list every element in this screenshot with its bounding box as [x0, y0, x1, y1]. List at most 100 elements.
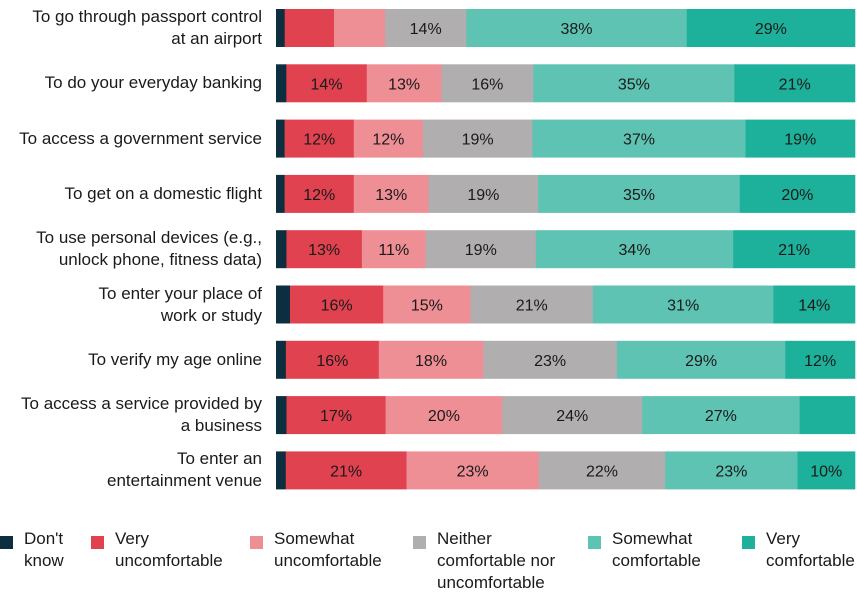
- bar-segment: [276, 119, 285, 158]
- data-label: 13%: [388, 76, 420, 93]
- data-label: 21%: [330, 463, 362, 480]
- legend-label: Very uncomfortable: [115, 529, 223, 570]
- bar-segment: [422, 119, 533, 158]
- bar-segment: [406, 451, 540, 490]
- data-label: 38%: [561, 21, 593, 38]
- data-label: 27%: [705, 408, 737, 425]
- bar-segment: [665, 451, 798, 490]
- bar-segment: [276, 340, 287, 379]
- legend-swatch: [91, 536, 104, 549]
- data-label: 12%: [372, 132, 404, 149]
- category-label: To enter your place of work or study: [98, 283, 262, 325]
- bar-segment: [276, 396, 287, 435]
- legend-label: Very comfortable: [766, 529, 855, 570]
- data-label: 19%: [467, 187, 499, 204]
- legend-swatch: [742, 536, 755, 549]
- bar-segment: [502, 396, 643, 435]
- data-label: 29%: [755, 21, 787, 38]
- bar-segment: [532, 119, 746, 158]
- bar-segment: [286, 396, 386, 435]
- bar-segment: [284, 9, 335, 47]
- data-label: 23%: [715, 463, 747, 480]
- data-label: 12%: [804, 353, 836, 370]
- category-label: To access a government service: [19, 128, 262, 148]
- data-label: 16%: [316, 353, 348, 370]
- bar-segment: [385, 396, 503, 435]
- data-label: 22%: [586, 463, 618, 480]
- bar-segment: [441, 64, 534, 103]
- data-label: 17%: [320, 408, 352, 425]
- legend-label: Somewhat comfortable: [612, 529, 701, 570]
- bar-segment: [592, 285, 774, 324]
- legend-label: Neither comfortable nor uncomfortable: [437, 529, 556, 592]
- bar-segment: [276, 230, 287, 269]
- bar-segment: [366, 64, 442, 103]
- data-label: 14%: [311, 76, 343, 93]
- bar-segment: [739, 174, 856, 213]
- data-label: 20%: [428, 408, 460, 425]
- data-label: 12%: [303, 187, 335, 204]
- legend-swatch: [588, 536, 601, 549]
- bar-segment: [353, 119, 424, 158]
- category-label: To use personal devices (e.g., unlock pho…: [36, 228, 262, 270]
- bar-segment: [538, 174, 741, 213]
- bar-segment: [385, 9, 467, 47]
- bar-segment: [797, 451, 856, 490]
- data-label: 23%: [457, 463, 489, 480]
- category-label: To go through passport control at an airp…: [32, 7, 262, 48]
- data-label: 37%: [623, 132, 655, 149]
- bar-segment: [285, 340, 380, 379]
- bar-segment: [284, 174, 355, 213]
- bar-segment: [734, 64, 856, 103]
- data-label: 13%: [308, 242, 340, 259]
- bar-segment: [470, 285, 594, 324]
- bar-segment: [286, 64, 368, 103]
- legend-swatch: [413, 536, 426, 549]
- category-label: To verify my age online: [88, 349, 262, 369]
- bar-segment: [483, 340, 618, 379]
- bar-segment: [383, 285, 471, 324]
- bar-segment: [773, 285, 856, 324]
- data-label: 35%: [618, 76, 650, 93]
- data-label: 21%: [779, 76, 811, 93]
- data-label: 13%: [375, 187, 407, 204]
- bar-segment: [286, 230, 363, 269]
- bar-segment: [285, 451, 407, 490]
- legend-swatch: [250, 536, 263, 549]
- bars-area: 14% 38% 29% 14% 13% 16% 35% 21% 12% 12% 19% 37% 19% 1…: [276, 9, 856, 490]
- data-label: 14%: [410, 21, 442, 38]
- category-label: To get on a domestic flight: [64, 183, 262, 203]
- data-label: 14%: [798, 298, 830, 315]
- category-label: To do your everyday banking: [44, 73, 262, 93]
- bar-segment: [284, 119, 355, 158]
- bar-segment: [289, 285, 384, 324]
- bar-segment: [378, 340, 484, 379]
- data-label: 19%: [784, 132, 816, 149]
- category-label: To enter an entertainment venue: [107, 449, 262, 491]
- data-label: 11%: [378, 242, 409, 259]
- data-label: 19%: [465, 242, 497, 259]
- data-label: 16%: [471, 76, 503, 93]
- legend-label: Somewhat uncomfortable: [274, 529, 382, 570]
- data-label: 23%: [534, 353, 566, 370]
- bar-segment: [276, 9, 285, 47]
- data-label: 16%: [321, 298, 353, 315]
- bar-segment: [533, 64, 735, 103]
- data-label: 18%: [415, 353, 447, 370]
- data-label: 34%: [619, 242, 651, 259]
- bar-segment: [334, 9, 386, 47]
- bar-segment: [276, 174, 285, 213]
- bar-segment: [361, 230, 426, 269]
- bar-segment: [535, 230, 734, 269]
- category-label: To access a service provided by a busines…: [21, 394, 262, 436]
- data-label: 35%: [623, 187, 655, 204]
- legend-label: Don't know: [24, 529, 64, 570]
- data-label: 24%: [556, 408, 588, 425]
- data-label: 31%: [667, 298, 699, 315]
- bar-segment: [428, 174, 539, 213]
- legend-swatch: [0, 536, 13, 549]
- bar-segment: [276, 451, 287, 490]
- bar-segment: [276, 64, 287, 103]
- bar-segment: [785, 340, 856, 379]
- bar-segment: [686, 9, 856, 47]
